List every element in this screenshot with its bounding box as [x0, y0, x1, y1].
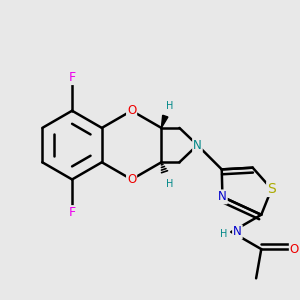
Text: O: O [127, 173, 136, 186]
Text: H: H [166, 101, 173, 111]
Text: S: S [267, 182, 276, 196]
Text: O: O [127, 104, 136, 117]
Text: F: F [68, 206, 76, 219]
Text: N: N [233, 225, 242, 239]
Text: N: N [193, 139, 202, 152]
Polygon shape [161, 115, 168, 128]
Text: N: N [218, 190, 227, 203]
Text: O: O [290, 243, 299, 256]
Text: H: H [220, 229, 227, 239]
Text: H: H [166, 179, 173, 189]
Text: F: F [68, 71, 76, 84]
